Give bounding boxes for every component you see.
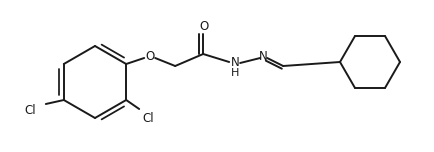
Text: O: O xyxy=(145,50,155,62)
Text: O: O xyxy=(200,21,209,33)
Text: H: H xyxy=(231,68,240,78)
Text: Cl: Cl xyxy=(142,112,154,126)
Text: N: N xyxy=(231,57,240,69)
Text: Cl: Cl xyxy=(24,105,36,117)
Text: N: N xyxy=(259,50,267,62)
